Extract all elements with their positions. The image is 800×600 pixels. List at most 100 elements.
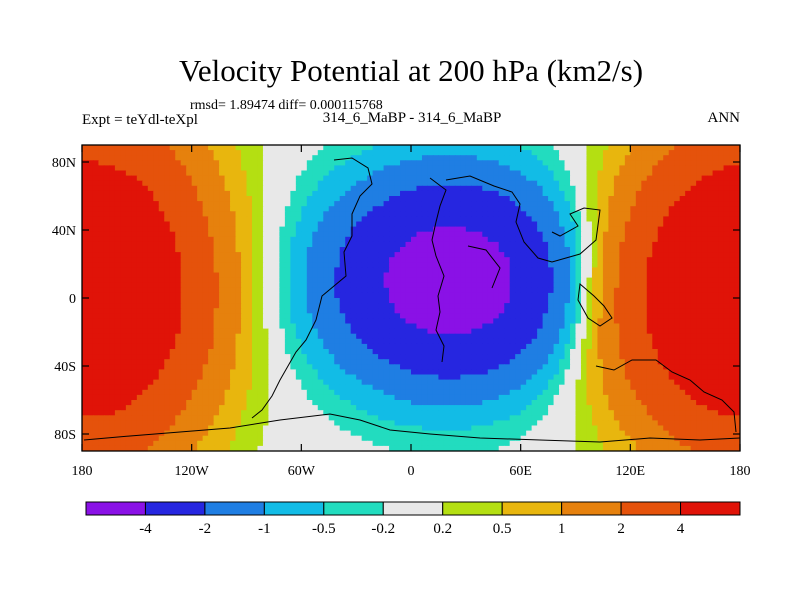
- contour-cell: [416, 211, 423, 217]
- contour-cell: [356, 277, 363, 284]
- contour-cell: [125, 190, 132, 197]
- contour-cell: [602, 303, 609, 309]
- contour-cell: [509, 201, 516, 207]
- contour-cell: [323, 185, 330, 192]
- contour-cell: [142, 145, 149, 151]
- contour-cell: [284, 333, 291, 340]
- contour-cell: [504, 216, 511, 223]
- contour-cell: [449, 160, 456, 166]
- contour-cell: [575, 145, 582, 151]
- contour-cell: [712, 150, 719, 156]
- contour-cell: [718, 343, 725, 350]
- contour-cell: [202, 216, 209, 223]
- contour-cell: [674, 216, 681, 223]
- contour-cell: [542, 282, 549, 289]
- contour-cell: [241, 333, 248, 340]
- contour-cell: [378, 231, 385, 238]
- contour-cell: [251, 287, 259, 294]
- contour-cell: [317, 292, 324, 299]
- contour-cell: [723, 338, 730, 345]
- contour-cell: [356, 323, 363, 330]
- contour-cell: [674, 165, 681, 172]
- contour-cell: [109, 247, 116, 253]
- contour-cell: [718, 308, 725, 314]
- contour-cell: [405, 292, 412, 299]
- contour-cell: [224, 328, 231, 335]
- contour-cell: [191, 262, 198, 268]
- contour-cell: [208, 282, 215, 289]
- contour-cell: [411, 190, 418, 197]
- contour-cell: [498, 236, 505, 243]
- contour-cell: [345, 190, 352, 197]
- contour-cell: [350, 160, 357, 166]
- contour-cell: [608, 318, 615, 325]
- contour-cell: [186, 252, 193, 258]
- contour-cell: [641, 165, 648, 172]
- contour-cell: [400, 165, 407, 172]
- contour-cell: [553, 165, 560, 172]
- contour-cell: [701, 257, 708, 263]
- contour-cell: [224, 185, 231, 192]
- contour-cell: [295, 145, 302, 151]
- contour-cell: [729, 206, 736, 212]
- contour-cell: [103, 211, 111, 217]
- contour-cell: [630, 298, 637, 304]
- contour-cell: [487, 226, 494, 233]
- contour-cell: [591, 231, 599, 238]
- contour-cell: [591, 216, 599, 223]
- contour-cell: [262, 298, 270, 304]
- contour-cell: [564, 282, 571, 289]
- contour-cell: [696, 175, 703, 182]
- contour-cell: [526, 206, 533, 212]
- contour-cell: [312, 241, 319, 248]
- contour-cell: [471, 145, 478, 151]
- contour-cell: [613, 328, 620, 335]
- contour-cell: [679, 292, 686, 299]
- contour-cell: [432, 282, 440, 289]
- contour-cell: [158, 282, 165, 289]
- contour-cell: [542, 165, 549, 172]
- contour-cell: [619, 180, 626, 187]
- contour-cell: [197, 247, 204, 253]
- contour-cell: [219, 211, 226, 217]
- contour-cell: [197, 338, 204, 345]
- contour-cell: [290, 231, 297, 238]
- contour-cell: [537, 343, 544, 350]
- contour-cell: [696, 190, 703, 197]
- contour-cell: [520, 231, 527, 238]
- contour-cell: [87, 150, 94, 156]
- contour-cell: [131, 221, 138, 228]
- contour-cell: [169, 155, 176, 161]
- contour-cell: [641, 303, 648, 309]
- contour-cell: [273, 292, 280, 299]
- contour-cell: [389, 247, 396, 253]
- contour-cell: [175, 267, 182, 274]
- contour-cell: [520, 308, 527, 314]
- contour-cell: [87, 287, 94, 294]
- contour-cell: [663, 241, 670, 248]
- contour-cell: [465, 298, 472, 304]
- contour-cell: [208, 292, 215, 299]
- contour-cell: [531, 247, 538, 253]
- contour-cell: [230, 313, 237, 319]
- contour-cell: [443, 257, 450, 263]
- contour-cell: [674, 303, 681, 309]
- contour-cell: [103, 292, 111, 299]
- contour-cell: [98, 272, 105, 279]
- contour-cell: [98, 226, 105, 233]
- contour-cell: [542, 267, 549, 274]
- contour-cell: [361, 185, 368, 192]
- contour-cell: [487, 343, 494, 350]
- contour-cell: [180, 190, 187, 197]
- contour-cell: [367, 267, 374, 274]
- contour-cell: [372, 277, 379, 284]
- contour-cell: [575, 267, 582, 274]
- contour-cell: [383, 241, 390, 248]
- contour-cell: [509, 170, 516, 177]
- contour-cell: [136, 231, 143, 238]
- contour-cell: [679, 252, 686, 258]
- contour-cell: [372, 206, 379, 212]
- contour-cell: [597, 155, 604, 161]
- contour-cell: [180, 338, 187, 345]
- contour-cell: [602, 257, 609, 263]
